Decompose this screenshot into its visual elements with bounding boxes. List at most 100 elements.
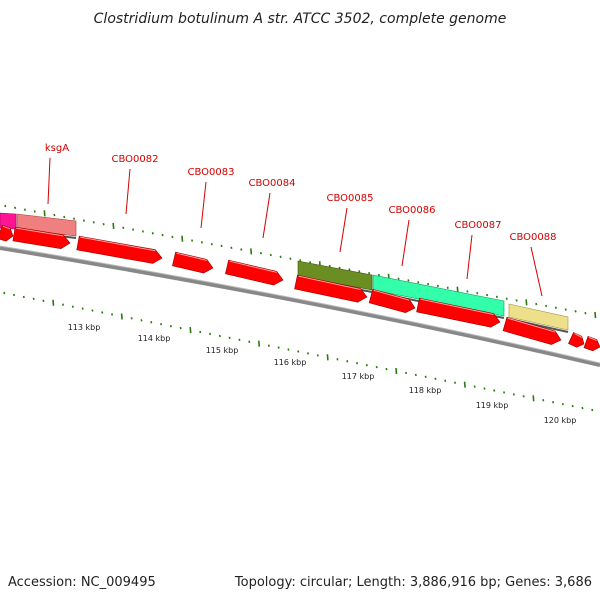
gene-arrow-highlight bbox=[298, 275, 361, 290]
feature-CBO0086[interactable] bbox=[372, 274, 505, 317]
minor-tick bbox=[561, 402, 564, 406]
minor-tick bbox=[82, 219, 85, 222]
minor-tick bbox=[375, 365, 378, 369]
gene-arrow[interactable] bbox=[416, 297, 501, 328]
gene-arrow-highlight bbox=[588, 336, 597, 341]
minor-tick bbox=[22, 295, 25, 299]
gene-label-cbo0084: CBO0084 bbox=[249, 178, 296, 189]
gene-arrow[interactable] bbox=[368, 288, 416, 313]
minor-tick bbox=[407, 279, 410, 282]
minor-tick bbox=[240, 248, 243, 251]
minor-tick bbox=[552, 401, 555, 404]
major-tick bbox=[181, 235, 184, 242]
gene-pointer-line bbox=[200, 181, 207, 229]
gene-arrow-highlight bbox=[373, 289, 410, 301]
minor-tick bbox=[3, 291, 6, 295]
minor-tick bbox=[13, 293, 16, 297]
gene-arrow-highlight bbox=[420, 298, 494, 316]
top-strand-features bbox=[0, 212, 569, 331]
gene-arrow[interactable] bbox=[172, 251, 214, 274]
genome-title: Clostridium botulinum A str. ATCC 3502, … bbox=[94, 11, 507, 27]
minor-tick bbox=[141, 230, 144, 233]
minor-tick bbox=[179, 326, 182, 330]
minor-tick bbox=[71, 305, 74, 308]
genome-backbone-highlight bbox=[0, 245, 600, 364]
gene-arrow[interactable] bbox=[76, 235, 163, 264]
minor-tick bbox=[405, 371, 408, 375]
gene-pointer-line bbox=[125, 168, 131, 215]
minor-tick bbox=[122, 226, 125, 229]
major-tick bbox=[112, 222, 115, 230]
gene-arrow[interactable] bbox=[225, 259, 284, 286]
gene-arrow-highlight bbox=[229, 260, 277, 273]
minor-tick bbox=[486, 293, 489, 297]
minor-tick bbox=[4, 204, 7, 208]
genome-backbone bbox=[0, 246, 600, 367]
minor-tick bbox=[279, 255, 282, 259]
kbp-label: 118 kbp bbox=[409, 386, 442, 395]
gene-arrow-highlight bbox=[507, 317, 556, 333]
minor-tick bbox=[269, 253, 272, 257]
gene-labels: ksgA CBO0082 CBO0083 CBO0084 CBO0085 CBO0086 C… bbox=[45, 143, 557, 297]
kbp-label: 120 kbp bbox=[544, 416, 577, 425]
gene-arrow[interactable] bbox=[294, 274, 368, 303]
minor-tick bbox=[140, 319, 143, 322]
minor-tick bbox=[151, 232, 154, 235]
minor-tick bbox=[535, 302, 538, 306]
major-tick bbox=[594, 311, 597, 319]
minor-tick bbox=[515, 299, 518, 302]
minor-tick bbox=[297, 350, 300, 353]
gene-label-ksga: ksgA bbox=[45, 143, 69, 154]
minor-tick bbox=[385, 367, 388, 371]
gene-pointer-line bbox=[401, 219, 410, 267]
minor-tick bbox=[220, 244, 223, 248]
minor-tick bbox=[466, 290, 469, 293]
major-tick bbox=[395, 367, 398, 375]
minor-tick bbox=[171, 235, 174, 239]
minor-tick bbox=[368, 272, 371, 275]
minor-tick bbox=[336, 358, 339, 361]
minor-tick bbox=[91, 309, 94, 312]
minor-tick bbox=[356, 362, 359, 365]
minor-tick bbox=[427, 282, 430, 286]
minor-tick bbox=[446, 286, 449, 289]
gene-label-cbo0087: CBO0087 bbox=[455, 220, 502, 231]
gene-arrow-highlight bbox=[176, 252, 207, 261]
minor-tick bbox=[63, 215, 66, 219]
gene-arrow-highlight bbox=[2, 225, 11, 230]
minor-tick bbox=[473, 385, 476, 388]
major-tick bbox=[250, 248, 253, 255]
gene-pointer-line bbox=[466, 234, 473, 280]
gene-label-cbo0085: CBO0085 bbox=[327, 193, 374, 204]
gene-pointer-line bbox=[530, 246, 543, 297]
minor-tick bbox=[101, 311, 104, 314]
kbp-label: 117 kbp bbox=[342, 372, 375, 381]
accession-text: Accession: NC_009495 bbox=[8, 575, 156, 590]
minor-tick bbox=[23, 208, 26, 211]
minor-tick bbox=[505, 297, 508, 300]
gene-arrow[interactable] bbox=[12, 226, 71, 249]
kbp-label: 114 kbp bbox=[138, 334, 171, 343]
gene-label-cbo0086: CBO0086 bbox=[389, 205, 436, 216]
minor-tick bbox=[434, 377, 437, 380]
minor-tick bbox=[210, 242, 213, 246]
minor-tick bbox=[436, 284, 439, 288]
minor-tick bbox=[62, 303, 65, 306]
minor-tick bbox=[338, 266, 341, 269]
minor-tick bbox=[574, 310, 577, 313]
gene-pointer-line bbox=[339, 207, 348, 253]
minor-tick bbox=[365, 363, 368, 367]
minor-tick bbox=[512, 393, 515, 396]
feature-CBO0088[interactable] bbox=[508, 303, 569, 331]
minor-tick bbox=[102, 222, 105, 226]
minor-tick bbox=[571, 404, 574, 408]
gene-arrow[interactable] bbox=[502, 316, 562, 345]
feature-CBO0085[interactable] bbox=[297, 260, 373, 291]
minor-tick bbox=[377, 273, 380, 277]
minor-tick bbox=[259, 252, 262, 255]
minor-tick bbox=[289, 257, 292, 260]
minor-tick bbox=[309, 261, 312, 264]
major-tick bbox=[525, 299, 528, 306]
gene-arrow[interactable] bbox=[0, 224, 14, 242]
